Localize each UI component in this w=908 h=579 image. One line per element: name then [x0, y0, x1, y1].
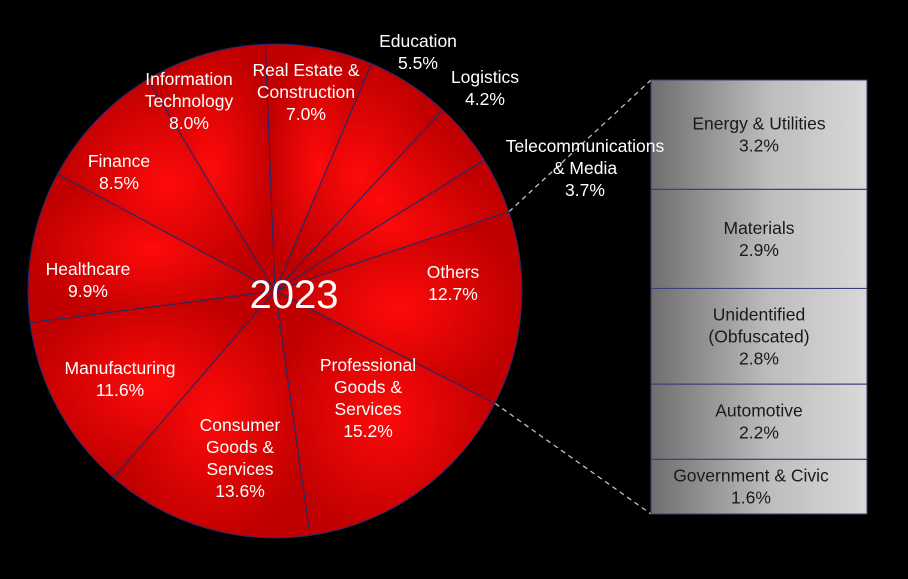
- others-connector-lines: [494, 79, 652, 515]
- slice-labels: Education 5.5%Logistics 4.2% Telecommunicat…: [46, 31, 665, 501]
- slice-label-real-estate-construction: Real Estate & Construction 7.0%: [253, 60, 360, 124]
- others-breakdown-background: [650, 79, 868, 515]
- breakdown-label-energy-utilities: Energy & Utilities 3.2%: [692, 114, 825, 156]
- slice-label-manufacturing: Manufacturing 11.6%: [65, 358, 176, 400]
- breakdown-label-unidentified-obfuscated: Unidentified (Obfuscated) 2.8%: [708, 304, 809, 368]
- slice-label-information-technology: Information Technology 8.0%: [145, 69, 234, 133]
- breakdown-label-government-civic: Government & Civic 1.6%: [673, 466, 829, 508]
- slice-label-telecommunications-media: Telecommunications & Media 3.7%: [506, 136, 665, 200]
- pie-slice-finance: [56, 78, 277, 293]
- slice-label-education: Education 5.5%: [379, 31, 457, 73]
- slice-label-others: Others 12.7%: [427, 262, 480, 304]
- others-breakdown-bar: Energy & Utilities 3.2% Materials 2.9% Unide…: [650, 79, 868, 515]
- pie-slice-consumer-goods-services: [112, 289, 311, 539]
- pie-slice-professional-goods-services: [274, 290, 496, 537]
- slice-label-logistics: Logistics 4.2%: [451, 67, 519, 109]
- pie-slice-manufacturing: [29, 290, 277, 479]
- connector-line-bottom: [494, 402, 652, 515]
- pie-slice-information-technology: [146, 43, 276, 292]
- slice-label-professional-goods-services: Professional Goods & Services 15.2%: [320, 355, 416, 441]
- pie-slices: [27, 43, 523, 539]
- breakdown-label-materials: Materials 2.9%: [724, 218, 795, 260]
- slice-label-healthcare: Healthcare 9.9%: [46, 259, 131, 301]
- slice-label-consumer-goods-services: Consumer Goods & Services 13.6%: [200, 415, 281, 501]
- pie-slice-others: [273, 211, 523, 405]
- pie-slice-healthcare: [27, 173, 277, 324]
- pie-slice-real-estate-construction: [264, 43, 373, 292]
- slice-label-finance: Finance 8.5%: [88, 151, 150, 193]
- breakdown-label-automotive: Automotive 2.2%: [715, 401, 803, 443]
- center-year-label: 2023: [250, 273, 339, 317]
- breakdown-segment-government-civic: [650, 458, 868, 515]
